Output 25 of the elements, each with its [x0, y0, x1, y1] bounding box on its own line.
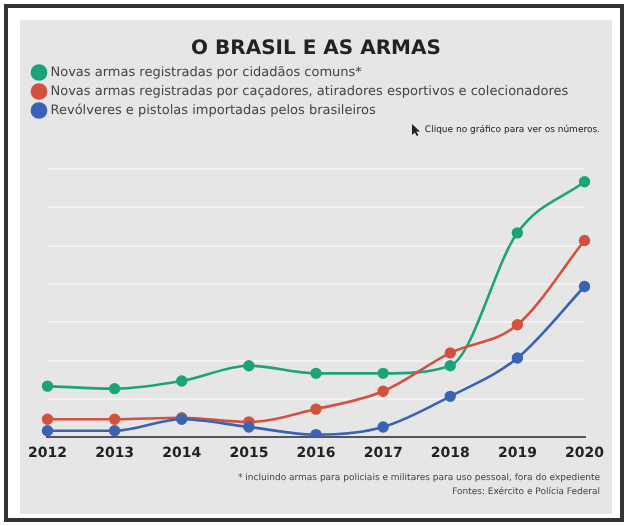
point: [377, 385, 389, 397]
point: [310, 428, 322, 438]
point: [511, 227, 524, 239]
point: [511, 319, 524, 331]
point: [243, 421, 255, 433]
point: [108, 425, 121, 437]
point: [41, 425, 54, 437]
point: [444, 359, 456, 372]
point: [511, 352, 524, 364]
point: [310, 367, 322, 380]
point: [444, 390, 456, 403]
point: [444, 347, 456, 359]
point: [310, 403, 322, 415]
point: [243, 359, 255, 372]
point: [41, 413, 54, 426]
point: [41, 380, 54, 392]
point: [108, 382, 121, 395]
point: [578, 176, 591, 188]
chart-title: O BRASIL E AS ARMAS: [189, 38, 443, 60]
point: [578, 234, 591, 247]
point: [578, 280, 591, 293]
point: [377, 367, 389, 380]
point: [176, 375, 188, 387]
point: [108, 413, 121, 426]
point: [377, 421, 389, 433]
